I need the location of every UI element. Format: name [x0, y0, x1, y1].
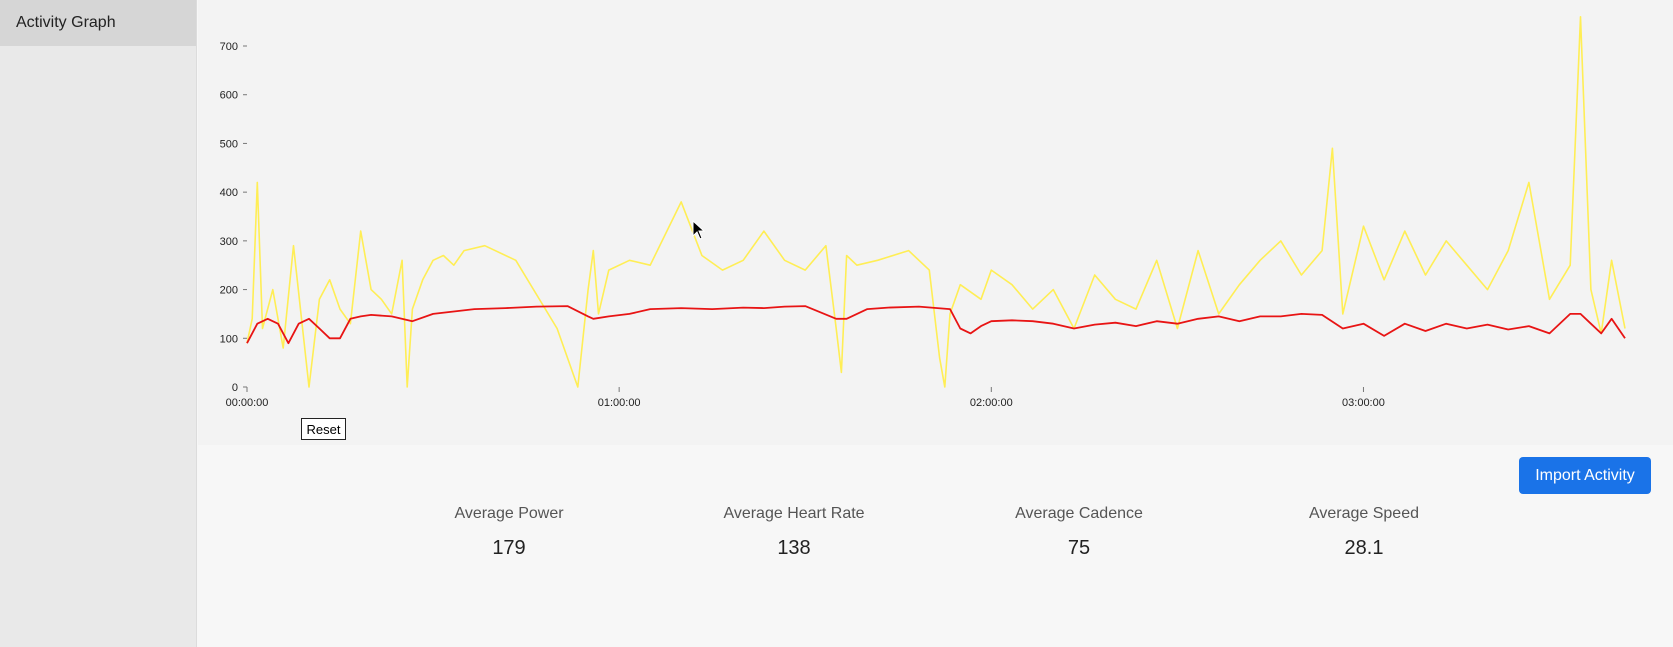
stat-value: 179 — [492, 537, 526, 559]
sidebar-item-activity-graph[interactable]: Activity Graph — [0, 0, 196, 46]
activity-graph-panel: 0 100 200 300 400 500 600 700 00:00:00 01:00:00 02… — [198, 0, 1673, 445]
stat-label: Average Heart Rate — [723, 505, 865, 522]
y-tick-label: 100 — [220, 333, 238, 345]
stat-label: Average Cadence — [1015, 505, 1143, 522]
sidebar: Activity Graph — [0, 0, 197, 647]
sidebar-item-label: Activity Graph — [16, 14, 116, 31]
stat-value: 138 — [777, 537, 811, 559]
x-tick-label: 02:00:00 — [970, 397, 1013, 409]
activity-chart[interactable]: 0 100 200 300 400 500 600 700 00:00:00 01:00:00 02… — [198, 0, 1673, 445]
import-activity-button[interactable]: Import Activity — [1519, 457, 1651, 494]
x-tick-label: 00:00:00 — [226, 397, 269, 409]
stat-average-speed: Average Speed 28.1 — [1254, 505, 1474, 560]
x-tick-label: 01:00:00 — [598, 397, 641, 409]
x-tick-label: 03:00:00 — [1342, 397, 1385, 409]
y-tick-label: 0 — [232, 382, 238, 394]
y-tick-label: 300 — [220, 236, 238, 248]
y-tick-label: 600 — [220, 90, 238, 102]
stat-label: Average Power — [454, 505, 564, 522]
mouse-pointer-icon — [692, 220, 706, 240]
stat-average-cadence: Average Cadence 75 — [969, 505, 1189, 560]
power-series-line — [246, 15, 1626, 388]
y-tick-label: 700 — [220, 41, 238, 53]
stat-value: 28.1 — [1344, 537, 1384, 559]
y-tick-label: 400 — [220, 187, 238, 199]
heart_rate-series-line — [246, 305, 1626, 345]
stat-average-heart-rate: Average Heart Rate 138 — [684, 505, 904, 560]
stat-average-power: Average Power 179 — [399, 505, 619, 560]
reset-button[interactable]: Reset — [301, 418, 346, 440]
stat-label: Average Speed — [1308, 505, 1419, 522]
stat-value: 75 — [1067, 537, 1091, 559]
y-tick-label: 500 — [220, 138, 238, 150]
y-tick-label: 200 — [220, 285, 238, 297]
